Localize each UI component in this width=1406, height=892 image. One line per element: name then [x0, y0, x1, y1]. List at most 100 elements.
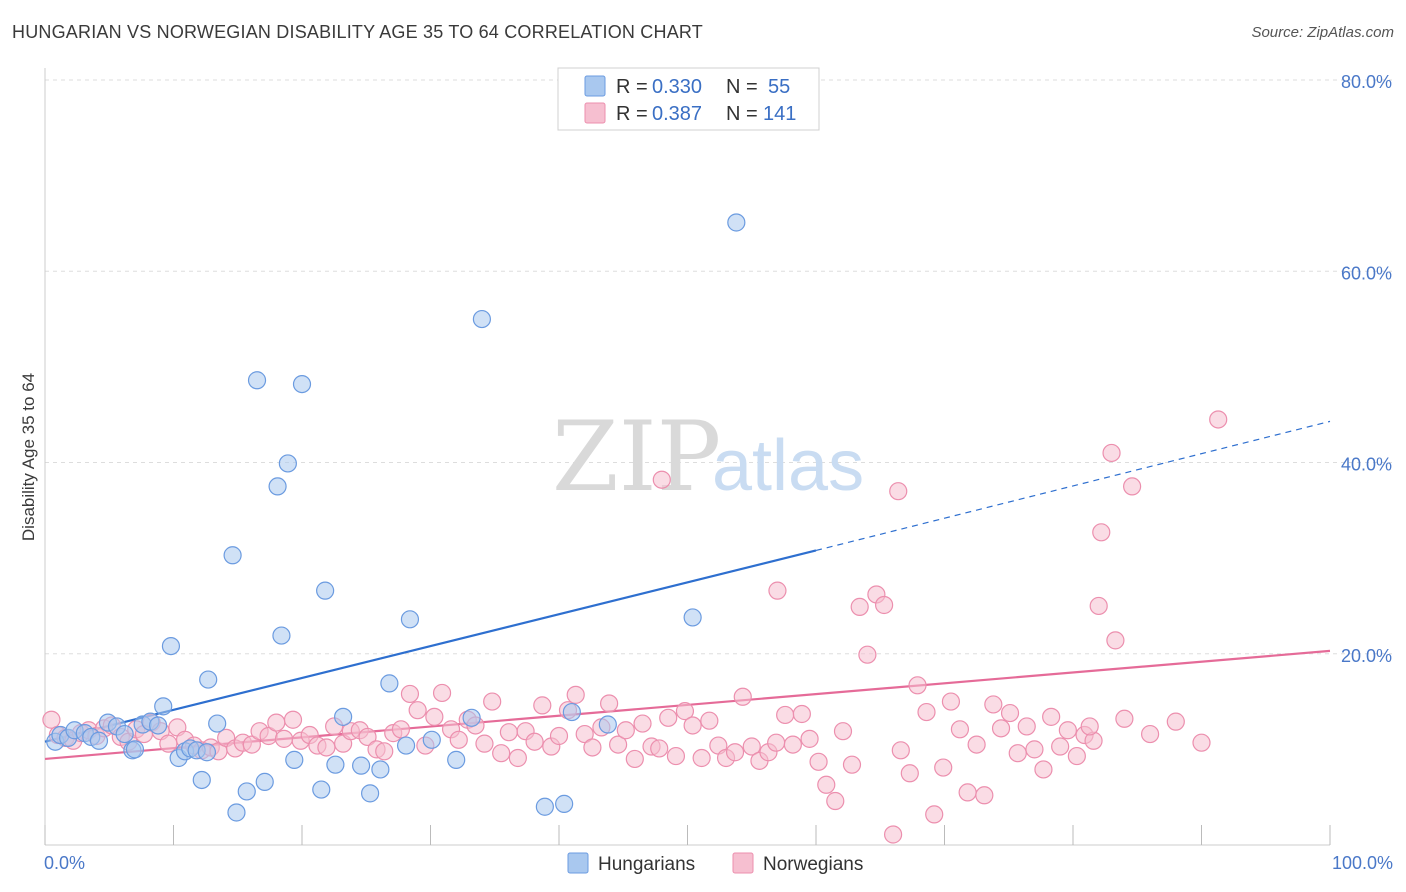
grid	[45, 79, 1392, 655]
norwegian-point	[650, 739, 669, 758]
hungarian-point	[422, 730, 441, 749]
norwegian-point	[950, 720, 970, 739]
bottom-legend-norwegians: Norwegians	[763, 854, 863, 875]
hungarian-point	[316, 581, 335, 600]
norwegian-point	[1192, 733, 1211, 752]
y-tick-label: 60.0%	[1341, 263, 1392, 283]
norwegian-point	[1042, 707, 1061, 726]
hungarian-point	[334, 707, 353, 726]
norwegian-point	[42, 710, 61, 729]
norwegian-point	[659, 708, 678, 727]
hungarian-point	[380, 674, 399, 693]
norwegian-point	[850, 597, 869, 616]
norwegian-point	[768, 581, 787, 600]
norwegian-point	[432, 683, 452, 703]
watermark-atlas: atlas	[712, 426, 864, 506]
hungarian-point	[371, 760, 390, 779]
norwegian-point	[652, 470, 671, 489]
hungarian-point	[237, 782, 256, 801]
norwegian-point	[408, 701, 427, 720]
watermark: ZIP atlas	[552, 401, 864, 513]
norwegian-point	[317, 738, 336, 757]
norwegian-point	[283, 710, 303, 729]
norwegian-point	[967, 735, 986, 754]
hungarian-point	[285, 750, 304, 769]
norwegian-point	[742, 737, 761, 756]
hungarian-point	[199, 670, 218, 689]
hungarian-point	[535, 797, 554, 816]
hungarian-point	[272, 626, 291, 645]
norwegian-point	[891, 741, 910, 760]
hungarian-points	[46, 213, 746, 822]
hungarian-point	[89, 731, 109, 750]
legend-n-label-norwegians: N =	[726, 103, 758, 125]
hungarian-point	[223, 546, 242, 565]
norwegian-point	[817, 775, 836, 794]
x-tick-label-max: 100.0%	[1332, 853, 1393, 873]
norwegian-point	[958, 783, 977, 802]
hungarian-point	[727, 213, 746, 232]
norwegian-point	[1008, 744, 1027, 763]
norwegian-point	[1166, 712, 1185, 731]
norwegian-point	[875, 595, 894, 615]
norwegian-point	[917, 702, 936, 722]
norwegian-point	[549, 726, 569, 746]
norwegian-point	[1102, 443, 1121, 463]
trendline-extension-hungarians	[815, 420, 1331, 552]
hungarian-point	[312, 780, 331, 799]
trendline-hungarians	[44, 549, 817, 743]
top-legend: R = 0.330 N = 55 R = 0.387 N = 141	[557, 67, 820, 131]
norwegian-point	[525, 732, 544, 751]
hungarian-point	[472, 309, 491, 329]
norwegian-point	[883, 825, 903, 844]
norwegian-point	[842, 755, 862, 774]
norwegian-point	[833, 722, 853, 741]
y-tick-label: 20.0%	[1341, 646, 1392, 666]
norwegian-point	[159, 734, 178, 753]
norwegian-point	[533, 696, 552, 715]
bottom-legend: Hungarians Norwegians	[567, 852, 863, 875]
hungarian-point	[278, 454, 297, 473]
norwegian-point	[925, 805, 944, 824]
legend-r-label-hungarians: R =	[616, 76, 648, 98]
norwegian-point	[1140, 724, 1160, 744]
hungarian-point	[462, 708, 481, 727]
legend-n-value-norwegians: 141	[763, 103, 796, 125]
norwegian-point	[900, 764, 919, 783]
norwegian-point	[809, 752, 828, 771]
y-tick-label: 40.0%	[1341, 455, 1392, 475]
norwegian-point	[908, 676, 927, 695]
legend-r-label-norwegians: R =	[616, 103, 648, 125]
y-axis-title: Disability Age 35 to 64	[19, 373, 38, 541]
norwegian-point	[400, 684, 420, 704]
norwegian-point	[776, 705, 795, 725]
norwegian-point	[499, 723, 518, 742]
hungarian-point	[154, 697, 173, 716]
hungarian-point	[161, 636, 181, 656]
hungarian-point	[247, 371, 267, 390]
watermark-zip: ZIP	[552, 401, 721, 513]
legend-r-value-hungarians: 0.330	[652, 76, 702, 98]
norwegian-point	[692, 748, 711, 768]
norwegian-point	[1058, 721, 1077, 740]
norwegian-point	[616, 721, 635, 740]
norwegian-point	[800, 729, 819, 748]
norwegian-point	[826, 791, 845, 811]
norwegian-point	[267, 713, 286, 732]
hungarian-point	[208, 714, 227, 733]
norwegian-point	[600, 694, 619, 713]
hungarian-point	[125, 740, 145, 759]
norwegian-point	[425, 707, 444, 726]
hungarian-point	[447, 750, 466, 769]
norwegian-point	[1025, 740, 1044, 759]
norwegian-point	[242, 735, 261, 754]
hungarian-point	[562, 702, 581, 722]
norwegian-point	[1209, 410, 1228, 429]
norwegian-point	[1051, 737, 1070, 756]
norwegian-point	[508, 748, 527, 768]
norwegian-point	[767, 733, 786, 752]
bottom-legend-hungarians: Hungarians	[598, 854, 695, 875]
norwegian-point	[1106, 631, 1125, 650]
norwegian-point	[700, 711, 719, 730]
